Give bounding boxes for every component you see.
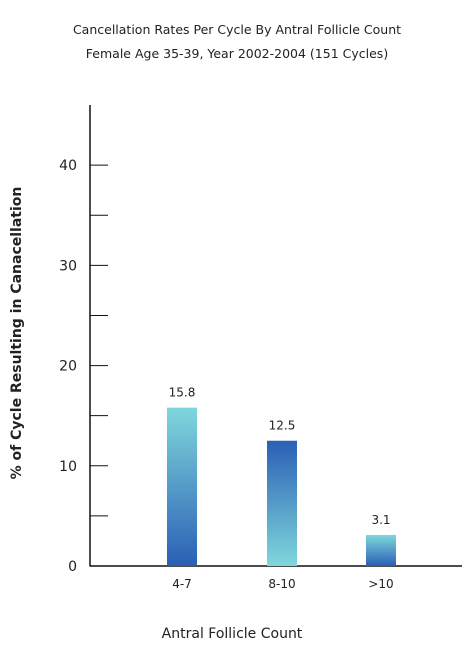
x-tick-label: >10 [368, 577, 393, 591]
x-tick-label: 4-7 [172, 577, 192, 591]
x-tick-label: 8-10 [268, 577, 295, 591]
y-tick-label: 30 [59, 258, 77, 274]
y-tick-label: 20 [59, 359, 77, 375]
data-label: 3.1 [371, 513, 390, 527]
bar [267, 440, 297, 566]
data-label: 15.8 [169, 386, 196, 400]
chart-subtitle: Female Age 35-39, Year 2002-2004 (151 Cy… [85, 46, 389, 61]
y-tick-label: 10 [59, 459, 77, 475]
y-axis-title: % of Cycle Resulting in Canacellation [9, 186, 25, 480]
y-tick-label: 0 [68, 559, 77, 575]
chart-title: Cancellation Rates Per Cycle By Antral F… [72, 22, 402, 37]
y-tick-label: 40 [59, 158, 77, 174]
x-axis-title: Antral Follicle Count [161, 626, 303, 642]
bar [167, 407, 197, 566]
bar [366, 534, 396, 566]
data-label: 12.5 [269, 419, 296, 433]
